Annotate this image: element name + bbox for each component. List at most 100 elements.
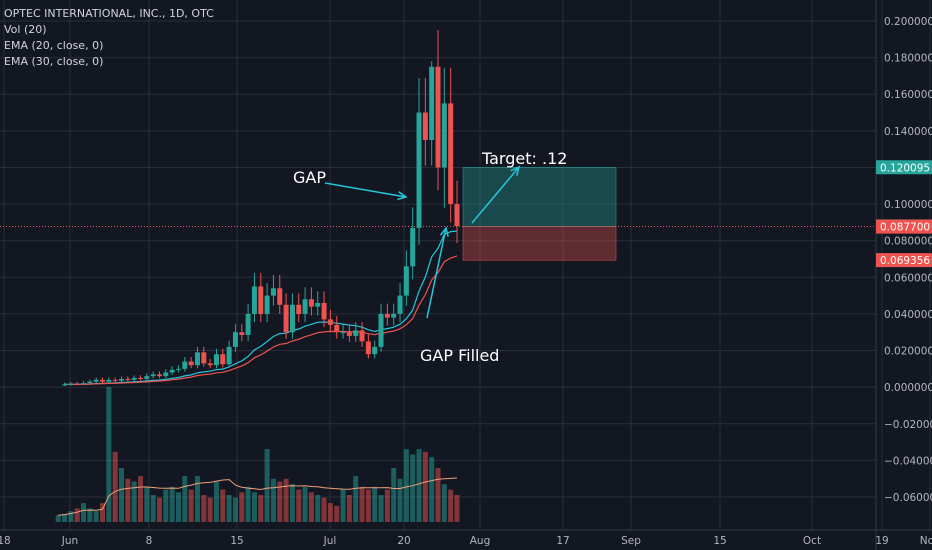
candle-body[interactable]	[207, 363, 213, 366]
candle-body[interactable]	[106, 379, 112, 382]
candle-body[interactable]	[100, 379, 106, 382]
candle-body[interactable]	[384, 313, 390, 318]
price-axis[interactable]: 0.2000000.1800000.1600000.1400000.120000…	[875, 0, 932, 550]
candle-body[interactable]	[62, 384, 68, 386]
candle-body[interactable]	[175, 368, 181, 370]
candle-body[interactable]	[359, 330, 365, 342]
volume-bar	[175, 492, 181, 522]
volume-bar	[346, 495, 352, 522]
target-label[interactable]: Target: .12	[481, 149, 567, 168]
candle-body[interactable]	[169, 369, 175, 373]
candle-body[interactable]	[245, 313, 251, 335]
candle-body[interactable]	[422, 112, 428, 140]
volume-ma-line	[58, 477, 458, 516]
target-arrow[interactable]	[471, 166, 520, 224]
candle-body[interactable]	[68, 383, 74, 385]
candle-body[interactable]	[346, 332, 352, 336]
candle-body[interactable]	[448, 103, 454, 205]
candle-body[interactable]	[353, 330, 359, 336]
candle-body[interactable]	[435, 66, 441, 168]
candle-body[interactable]	[296, 304, 302, 314]
candle-body[interactable]	[365, 341, 371, 355]
indicator-volume[interactable]: Vol (20)	[4, 23, 47, 36]
candle-body[interactable]	[144, 376, 150, 379]
candle-body[interactable]	[416, 112, 422, 228]
candle-body[interactable]	[429, 66, 435, 140]
candle-body[interactable]	[87, 381, 93, 384]
candle-body[interactable]	[112, 379, 118, 381]
candle-body[interactable]	[119, 378, 125, 381]
drawing-annotations[interactable]: GAP Target: .12 GAP Filled	[293, 149, 567, 365]
candle-body[interactable]	[454, 204, 460, 227]
candle-body[interactable]	[289, 304, 295, 333]
x-tick-label: Nov	[920, 535, 932, 547]
profit-zone[interactable]	[462, 167, 617, 227]
volume-bar	[391, 468, 397, 522]
candle-body[interactable]	[321, 302, 327, 320]
candle-body[interactable]	[125, 378, 131, 380]
candlesticks[interactable]	[62, 30, 460, 387]
y-tick-label: 0.200000	[884, 16, 932, 28]
candle-body[interactable]	[251, 286, 257, 314]
candle-body[interactable]	[156, 374, 162, 377]
indicator-ema-30[interactable]: EMA (30, close, 0)	[4, 55, 104, 68]
y-tick-label: −0.020000	[884, 419, 932, 431]
candle-body[interactable]	[201, 352, 207, 364]
candle-body[interactable]	[403, 266, 409, 296]
volume-bar	[410, 454, 416, 522]
symbol-title[interactable]: OPTEC INTERNATIONAL, INC., 1D, OTC	[4, 7, 214, 20]
volume-bar	[182, 476, 188, 522]
candle-body[interactable]	[194, 352, 200, 366]
gap-filled-arrow[interactable]	[426, 227, 447, 319]
y-tick-label: 0.020000	[884, 346, 932, 358]
candle-body[interactable]	[441, 103, 447, 168]
candle-body[interactable]	[232, 332, 238, 347]
candle-body[interactable]	[410, 227, 416, 267]
gap-label[interactable]: GAP	[293, 168, 326, 187]
candle-body[interactable]	[226, 346, 232, 365]
candle-body[interactable]	[302, 299, 308, 314]
price-tag-label: 0.087700	[880, 222, 930, 234]
candle-body[interactable]	[150, 374, 156, 377]
candle-body[interactable]	[378, 313, 384, 347]
candle-body[interactable]	[93, 379, 99, 382]
candle-body[interactable]	[131, 378, 137, 380]
time-axis[interactable]: 18 Jun 8 15 Jul 20 Aug 17 Sep 15 Oct 19 Nov	[0, 529, 932, 547]
candle-body[interactable]	[327, 319, 333, 325]
candle-body[interactable]	[163, 372, 169, 377]
volume-bar	[365, 489, 371, 522]
candle-body[interactable]	[391, 313, 397, 318]
candle-body[interactable]	[264, 295, 270, 314]
volume-bar	[68, 511, 74, 522]
indicator-ema-20[interactable]: EMA (20, close, 0)	[4, 39, 104, 52]
volume-bar	[220, 489, 226, 522]
candle-body[interactable]	[138, 378, 143, 379]
gap-filled-arrow-head	[439, 226, 449, 237]
volume-bar	[258, 495, 264, 522]
candle-body[interactable]	[213, 354, 219, 366]
candle-body[interactable]	[372, 346, 378, 355]
candle-body[interactable]	[258, 286, 264, 314]
volume-bar	[435, 468, 441, 522]
y-tick-label: 0.080000	[884, 236, 932, 248]
candle-body[interactable]	[220, 354, 226, 365]
long-position-tool[interactable]	[462, 167, 617, 261]
candle-body[interactable]	[277, 288, 283, 305]
candle-body[interactable]	[308, 299, 314, 307]
candle-body[interactable]	[81, 383, 87, 385]
gap-filled-label[interactable]: GAP Filled	[420, 346, 499, 365]
candle-body[interactable]	[397, 295, 403, 314]
gap-arrow[interactable]	[324, 182, 407, 198]
candle-body[interactable]	[74, 383, 80, 385]
candle-body[interactable]	[182, 361, 188, 369]
x-tick-label: Jul	[323, 535, 337, 547]
candle-body[interactable]	[270, 288, 276, 296]
candle-body[interactable]	[315, 302, 321, 307]
candle-body[interactable]	[334, 324, 340, 333]
candle-body[interactable]	[188, 361, 194, 366]
loss-zone[interactable]	[462, 226, 617, 261]
candle-body[interactable]	[340, 332, 346, 334]
candle-body[interactable]	[239, 332, 245, 335]
candle-body[interactable]	[283, 304, 289, 333]
